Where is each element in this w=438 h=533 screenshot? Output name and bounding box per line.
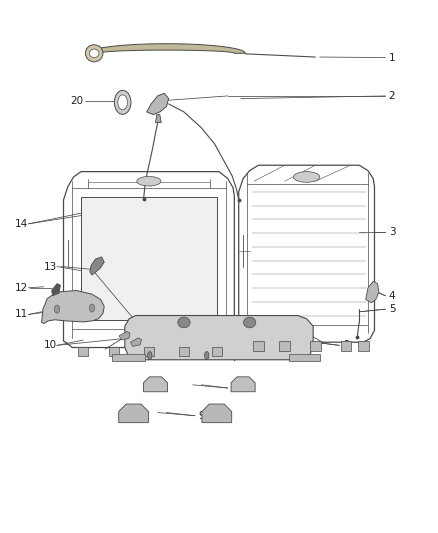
Ellipse shape	[114, 90, 131, 114]
Text: 3: 3	[389, 227, 396, 237]
Text: 20: 20	[70, 96, 83, 106]
Text: 9: 9	[198, 411, 205, 421]
Text: 7: 7	[231, 353, 238, 363]
Bar	[253, 341, 264, 351]
Bar	[109, 347, 119, 356]
Polygon shape	[143, 377, 167, 392]
Text: 6: 6	[343, 341, 350, 350]
Text: 11: 11	[14, 310, 28, 319]
Ellipse shape	[137, 176, 161, 186]
Text: 13: 13	[44, 262, 57, 271]
Ellipse shape	[293, 172, 320, 182]
Text: 10: 10	[44, 341, 57, 350]
Bar	[279, 341, 290, 351]
Bar	[179, 347, 189, 356]
Ellipse shape	[118, 95, 127, 110]
Polygon shape	[202, 404, 232, 423]
Bar	[78, 347, 88, 356]
Polygon shape	[88, 44, 245, 53]
Bar	[212, 347, 222, 356]
Ellipse shape	[54, 305, 60, 313]
Polygon shape	[52, 284, 60, 296]
Bar	[358, 341, 369, 351]
Ellipse shape	[244, 317, 256, 328]
Text: 1: 1	[389, 53, 396, 62]
Polygon shape	[147, 93, 169, 115]
Text: 2: 2	[389, 91, 396, 101]
Text: 12: 12	[14, 283, 28, 293]
Ellipse shape	[205, 352, 209, 359]
Ellipse shape	[178, 317, 190, 328]
Polygon shape	[125, 316, 313, 360]
Ellipse shape	[85, 45, 103, 62]
Polygon shape	[119, 332, 130, 340]
Ellipse shape	[89, 49, 99, 58]
Ellipse shape	[89, 304, 95, 312]
Polygon shape	[119, 404, 148, 423]
Polygon shape	[112, 354, 145, 361]
Text: 5: 5	[389, 304, 396, 314]
Polygon shape	[155, 115, 161, 123]
Polygon shape	[366, 281, 379, 303]
Bar	[144, 347, 154, 356]
Text: 4: 4	[389, 291, 396, 301]
Text: 14: 14	[14, 219, 28, 229]
Bar	[341, 341, 351, 351]
Text: 8: 8	[231, 383, 238, 393]
Bar	[81, 197, 217, 320]
Ellipse shape	[148, 352, 152, 359]
Bar	[310, 341, 321, 351]
Polygon shape	[289, 354, 320, 361]
Polygon shape	[42, 290, 104, 324]
Polygon shape	[90, 257, 104, 275]
Polygon shape	[131, 338, 141, 346]
Polygon shape	[231, 377, 255, 392]
